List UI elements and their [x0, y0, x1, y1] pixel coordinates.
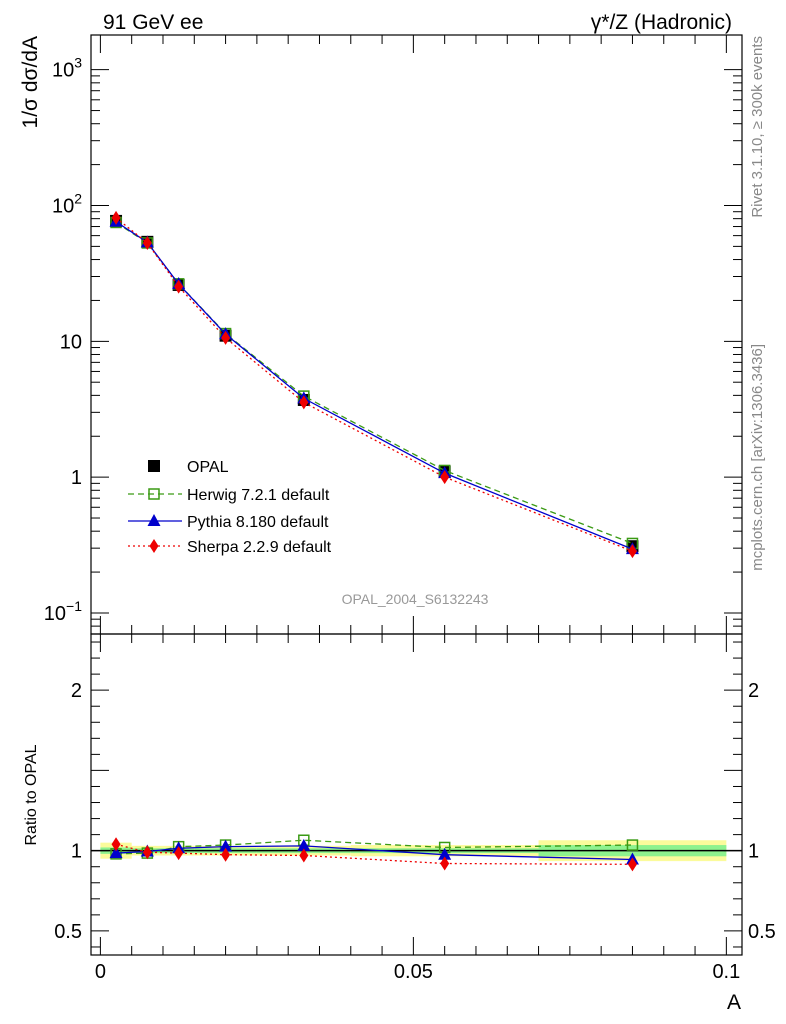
- ratio-point-pythia: [109, 846, 123, 859]
- x-tick-label: 0.05: [394, 961, 433, 983]
- ratio-point-sherpa: [111, 837, 121, 852]
- mcplots-label: mcplots.cern.ch [arXiv:1306.3436]: [749, 344, 766, 571]
- main-point-sherpa: [221, 330, 231, 345]
- watermark: OPAL_2004_S6132243: [342, 591, 489, 607]
- ratio-point-sherpa: [627, 857, 637, 872]
- legend-marker: [149, 539, 159, 553]
- ratio-point-sherpa: [174, 846, 184, 861]
- ratio-y-tick-label-right: 1: [748, 841, 759, 863]
- ratio-point-pythia: [297, 838, 311, 851]
- y-tick-label: 10: [60, 331, 82, 353]
- main-point-sherpa: [299, 395, 309, 410]
- legend-marker: [148, 460, 160, 472]
- ratio-point-sherpa: [142, 845, 152, 860]
- ratio-point-herwig: [626, 839, 639, 851]
- main-point-sherpa: [627, 544, 637, 559]
- rivet-label: Rivet 3.1.10, ≥ 300k events: [749, 36, 766, 218]
- legend-label: Pythia 8.180 default: [187, 514, 329, 531]
- ratio-point-pythia: [219, 839, 233, 852]
- x-tick-label: 0: [95, 961, 106, 983]
- main-point-sherpa: [142, 235, 152, 250]
- legend-label: Sherpa 2.2.9 default: [187, 539, 332, 556]
- ratio-point-sherpa: [221, 847, 231, 862]
- legend-label: OPAL: [187, 459, 229, 476]
- legend-label: Herwig 7.2.1 default: [187, 487, 330, 504]
- ratio-point-pythia: [438, 847, 452, 860]
- legend-marker: [148, 488, 160, 500]
- y-tick-label: 102: [52, 190, 82, 217]
- x-axis-label: A: [727, 991, 741, 1014]
- y-axis-label: 1/σ dσ/dA: [19, 36, 42, 128]
- header-left: 91 GeV ee: [103, 11, 203, 34]
- y-tick-label: 10−1: [44, 598, 82, 625]
- x-tick-label: 0.1: [712, 961, 740, 983]
- legend-marker: [147, 514, 161, 526]
- ratio-y-tick-label: 2: [71, 680, 82, 702]
- ratio-y-tick-label: 0.5: [54, 921, 82, 943]
- header-right: γ*/Z (Hadronic): [591, 11, 732, 34]
- ratio-y-tick-label-right: 0.5: [748, 921, 776, 943]
- ratio-point-sherpa: [299, 848, 309, 863]
- y-tick-label: 103: [52, 55, 82, 82]
- ratio-y-tick-label: 1: [71, 841, 82, 863]
- ratio-y-axis-label: Ratio to OPAL: [23, 744, 40, 845]
- ratio-point-sherpa: [440, 856, 450, 871]
- main-point-sherpa: [111, 210, 121, 225]
- ratio-y-tick-label-right: 2: [748, 680, 759, 702]
- y-tick-label: 1: [71, 467, 82, 489]
- main-point-sherpa: [174, 279, 184, 294]
- main-point-sherpa: [440, 470, 450, 485]
- ratio-frame: [90, 633, 743, 956]
